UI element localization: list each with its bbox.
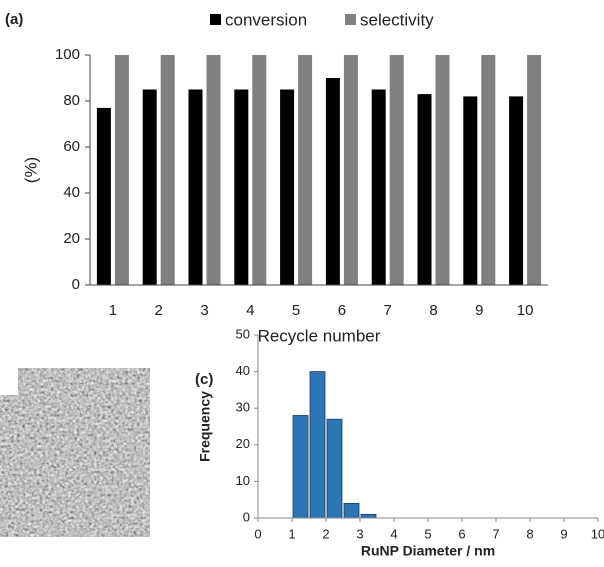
bar [509,96,524,286]
x-tick-label: 0 [254,526,261,541]
x-tick-label: 1 [288,526,295,541]
bar [527,55,542,285]
x-tick-label: 4 [246,302,254,319]
bar [280,89,295,285]
histogram-bar [309,371,326,519]
x-tick-label: 7 [492,526,499,541]
x-tick-label: 9 [560,526,567,541]
x-tick-label: 10 [591,526,604,541]
x-tick-label: 8 [526,526,533,541]
bar [188,89,203,285]
bar [234,89,249,285]
y-axis-label: Frequency [197,391,213,462]
y-tick-label: 0 [243,509,250,524]
y-tick-label: 50 [236,326,250,341]
bar [206,55,221,285]
legend-label: selectivity [360,10,434,29]
bar [252,55,267,285]
y-tick-label: 40 [236,363,250,378]
bar [96,107,111,286]
bar [343,55,358,285]
bar [435,55,450,285]
bar [114,55,129,285]
y-tick-label: 80 [63,92,80,109]
bar [298,55,313,285]
x-tick-label: 5 [424,526,431,541]
bar [417,94,432,285]
bar [389,55,404,285]
panel-label: (c) [195,371,213,388]
x-tick-label: 10 [517,302,534,319]
x-tick-label: 1 [109,302,117,319]
y-tick-label: 30 [236,400,250,415]
histogram-bar [326,418,343,519]
x-tick-label: 3 [356,526,363,541]
x-tick-label: 8 [429,302,437,319]
histogram-bar [360,513,377,519]
legend-swatch [345,14,356,25]
x-tick-label: 2 [155,302,163,319]
y-tick-label: 20 [63,230,80,247]
x-axis-label: RuNP Diameter / nm [361,543,495,559]
bar [481,55,496,285]
bar [371,89,386,285]
x-tick-label: 7 [384,302,392,319]
bar [325,78,340,285]
y-tick-label: 0 [72,276,80,293]
x-tick-label: 6 [458,526,465,541]
y-tick-label: 40 [63,184,80,201]
x-axis-label: Recycle number [258,326,381,345]
histogram-bar [343,502,360,519]
y-tick-label: 60 [63,138,80,155]
y-tick-label: 100 [55,46,80,63]
bar [463,96,478,286]
y-axis-label: (%) [21,157,40,183]
histogram-bar [292,415,309,519]
x-tick-label: 4 [390,526,397,541]
y-tick-label: 10 [236,473,250,488]
legend-swatch [210,14,221,25]
bar [160,55,175,285]
x-tick-label: 3 [200,302,208,319]
tem-image [0,368,150,537]
legend-label: conversion [225,10,307,29]
x-tick-label: 6 [338,302,346,319]
x-tick-label: 5 [292,302,300,319]
x-tick-label: 2 [322,526,329,541]
y-tick-label: 20 [236,436,250,451]
x-tick-label: 9 [475,302,483,319]
panel-label: (a) [5,11,23,28]
bar [142,89,157,285]
